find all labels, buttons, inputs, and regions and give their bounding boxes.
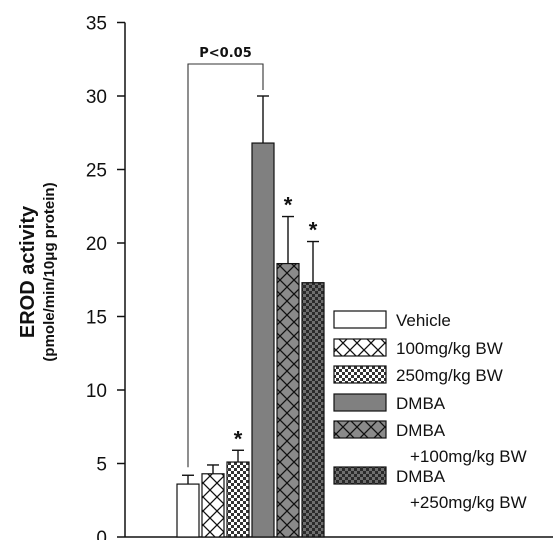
y-tick-label: 0 [96,528,107,540]
bar [276,262,300,538]
bar [301,282,325,538]
legend-swatch [333,466,387,485]
legend-swatch [333,365,387,384]
legend-label: Vehicle [396,311,451,330]
annotations: * * * P<0.05 [187,46,318,468]
y-tick-label: 15 [86,308,107,329]
y-tick-label: 10 [86,381,107,402]
bar [176,483,200,538]
legend-label: 250mg/kg BW [396,366,503,385]
legend-swatch [333,420,387,439]
y-axis-unit: (pmole/min/10μg protein) [41,182,58,361]
p-value-label: P<0.05 [199,46,252,61]
bars [176,95,325,538]
legend-label: +250mg/kg BW [410,493,527,512]
legend-label: 100mg/kg BW [396,339,503,358]
bar [226,461,250,538]
y-tick-label: 20 [86,234,107,255]
y-axis-label: EROD activity (pmole/min/10μg protein) [17,182,58,361]
legend-swatch [333,338,387,357]
y-tick-label: 35 [86,14,107,35]
legend-label: DMBA [396,467,446,486]
bar [201,473,225,538]
y-tick-label: 5 [96,455,107,476]
y-tick-label: 30 [86,87,107,108]
significance-star: * [234,426,243,451]
legend-swatch [333,310,387,329]
significance-star: * [309,218,318,243]
legend-label: +100mg/kg BW [410,447,527,466]
bar [251,142,275,538]
y-tick-label: 25 [86,161,107,182]
comparison-bracket [187,63,264,468]
legend-swatch [333,393,387,412]
y-axis-title: EROD activity [17,205,39,338]
legend-label: DMBA [396,394,446,413]
significance-star: * [284,193,293,218]
legend-label: DMBA [396,421,446,440]
